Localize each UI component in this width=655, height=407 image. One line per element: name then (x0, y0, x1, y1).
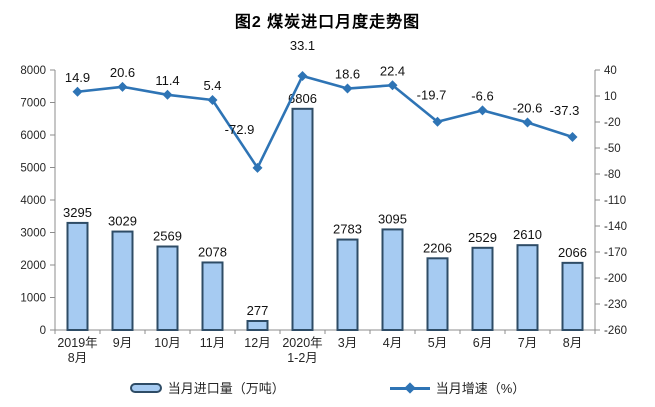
bar-value-label: 3029 (108, 214, 137, 229)
x-axis-category-label: 2020年 (282, 336, 322, 350)
line-marker (297, 70, 308, 81)
y-axis-left-tick-label: 0 (40, 325, 46, 337)
y-axis-left-tick-label: 8000 (20, 65, 46, 77)
bar (471, 246, 494, 331)
y-axis-left-tick-label: 6000 (20, 130, 46, 142)
y-axis-left-tick-label: 5000 (20, 163, 46, 175)
y-axis-right-tick-label: -200 (604, 273, 627, 285)
x-axis-category-label: 12月 (244, 336, 270, 350)
bar (246, 319, 269, 331)
y-axis-left-tick-label: 1000 (20, 293, 46, 305)
line-marker (432, 116, 443, 127)
bar (426, 257, 449, 331)
bar (381, 228, 404, 332)
bar (561, 261, 584, 331)
line-value-label: 11.4 (155, 73, 179, 88)
bar (156, 245, 179, 332)
line-marker (207, 94, 218, 105)
bar-value-label: 2529 (468, 230, 497, 245)
line-value-label: 5.4 (203, 78, 221, 93)
bar (111, 230, 134, 331)
line-value-label: 18.6 (335, 67, 360, 82)
y-axis-right-tick-label: 10 (604, 91, 617, 103)
x-axis-category-label: 11月 (200, 336, 225, 350)
x-axis-category-label: 6月 (473, 336, 492, 350)
y-axis-right-tick-label: -20 (604, 117, 621, 129)
line-value-label: -20.6 (513, 101, 543, 116)
line-series-swatch-icon (389, 381, 430, 394)
legend-item-imports: 当月进口量（万吨） (129, 378, 285, 397)
bar-series-swatch-icon (129, 382, 162, 393)
line-marker (342, 83, 353, 94)
bar-value-label: 2610 (513, 227, 542, 242)
bar-value-label: 2078 (198, 244, 227, 259)
y-axis-left-tick-label: 4000 (20, 195, 46, 207)
y-axis-right-tick-label: -110 (604, 195, 626, 207)
line-marker (477, 105, 488, 116)
chart-legend: 当月进口量（万吨） 当月增速（%） (0, 378, 655, 397)
y-axis-right-tick-label: -50 (604, 143, 621, 155)
bar (201, 261, 224, 331)
line-value-label: 33.1 (290, 38, 315, 53)
line-value-label: -37.3 (550, 103, 580, 118)
y-axis-left-tick-label: 3000 (20, 228, 46, 240)
x-axis-category-label: 3月 (338, 336, 357, 350)
bar-value-label: 3295 (63, 205, 92, 220)
x-axis-category-label: 1-2月 (287, 351, 318, 365)
line-value-label: -19.7 (417, 88, 447, 103)
line-value-label: 14.9 (65, 70, 90, 85)
x-axis-category-label: 8月 (68, 351, 87, 365)
bar-value-label: 2066 (558, 245, 587, 260)
chart-title: 图2 煤炭进口月度走势图 (234, 14, 421, 31)
line-marker (72, 86, 83, 97)
bar (516, 244, 539, 331)
line-marker (522, 117, 533, 128)
legend-label-imports: 当月进口量（万吨） (167, 381, 285, 396)
line-marker (387, 80, 398, 91)
bar-value-label: 2783 (333, 222, 362, 237)
y-axis-right-tick-label: -260 (604, 325, 627, 337)
y-axis-left-tick-label: 7000 (20, 98, 46, 110)
bar (291, 107, 314, 332)
y-axis-right-tick-label: -230 (604, 299, 627, 311)
line-marker (162, 89, 173, 100)
line-value-label: -6.6 (471, 88, 493, 103)
x-axis-category-label: 7月 (518, 336, 537, 350)
bar (336, 238, 359, 332)
bar-value-label: 277 (247, 303, 269, 318)
legend-item-growth: 当月增速（%） (389, 378, 526, 397)
x-axis-category-label: 8月 (563, 336, 582, 350)
bar-value-label: 3095 (378, 211, 407, 226)
line-marker (567, 131, 578, 142)
chart-canvas: 8000 7000 6000 5000 4000 3000 2000 1000 0 40 10 -20… (20, 38, 627, 365)
line-value-label: 20.6 (110, 65, 135, 80)
x-axis-category-label: 4月 (383, 336, 402, 350)
line-marker (252, 162, 263, 173)
growth-line (77, 74, 573, 170)
y-axis-right-tick-label: 40 (604, 65, 617, 77)
x-axis-category-label: 5月 (428, 336, 447, 350)
y-axis-left-tick-label: 2000 (20, 260, 46, 272)
bar (66, 221, 89, 332)
y-axis-right-tick-label: -170 (604, 247, 627, 259)
bar-value-label: 2569 (153, 229, 182, 244)
legend-label-growth: 当月增速（%） (435, 381, 526, 396)
y-axis-right-tick-label: -80 (604, 169, 621, 181)
x-axis-category-label: 9月 (113, 336, 132, 350)
x-axis-category-label: 2019年 (57, 336, 97, 350)
line-value-label: 22.4 (380, 63, 405, 78)
line-marker (117, 81, 128, 92)
bar-value-label: 6806 (288, 91, 317, 106)
line-value-label: -72.9 (225, 122, 255, 137)
x-axis-category-label: 10月 (154, 336, 180, 350)
bar-value-label: 2206 (423, 240, 452, 255)
y-axis-right-tick-label: -140 (604, 221, 627, 233)
